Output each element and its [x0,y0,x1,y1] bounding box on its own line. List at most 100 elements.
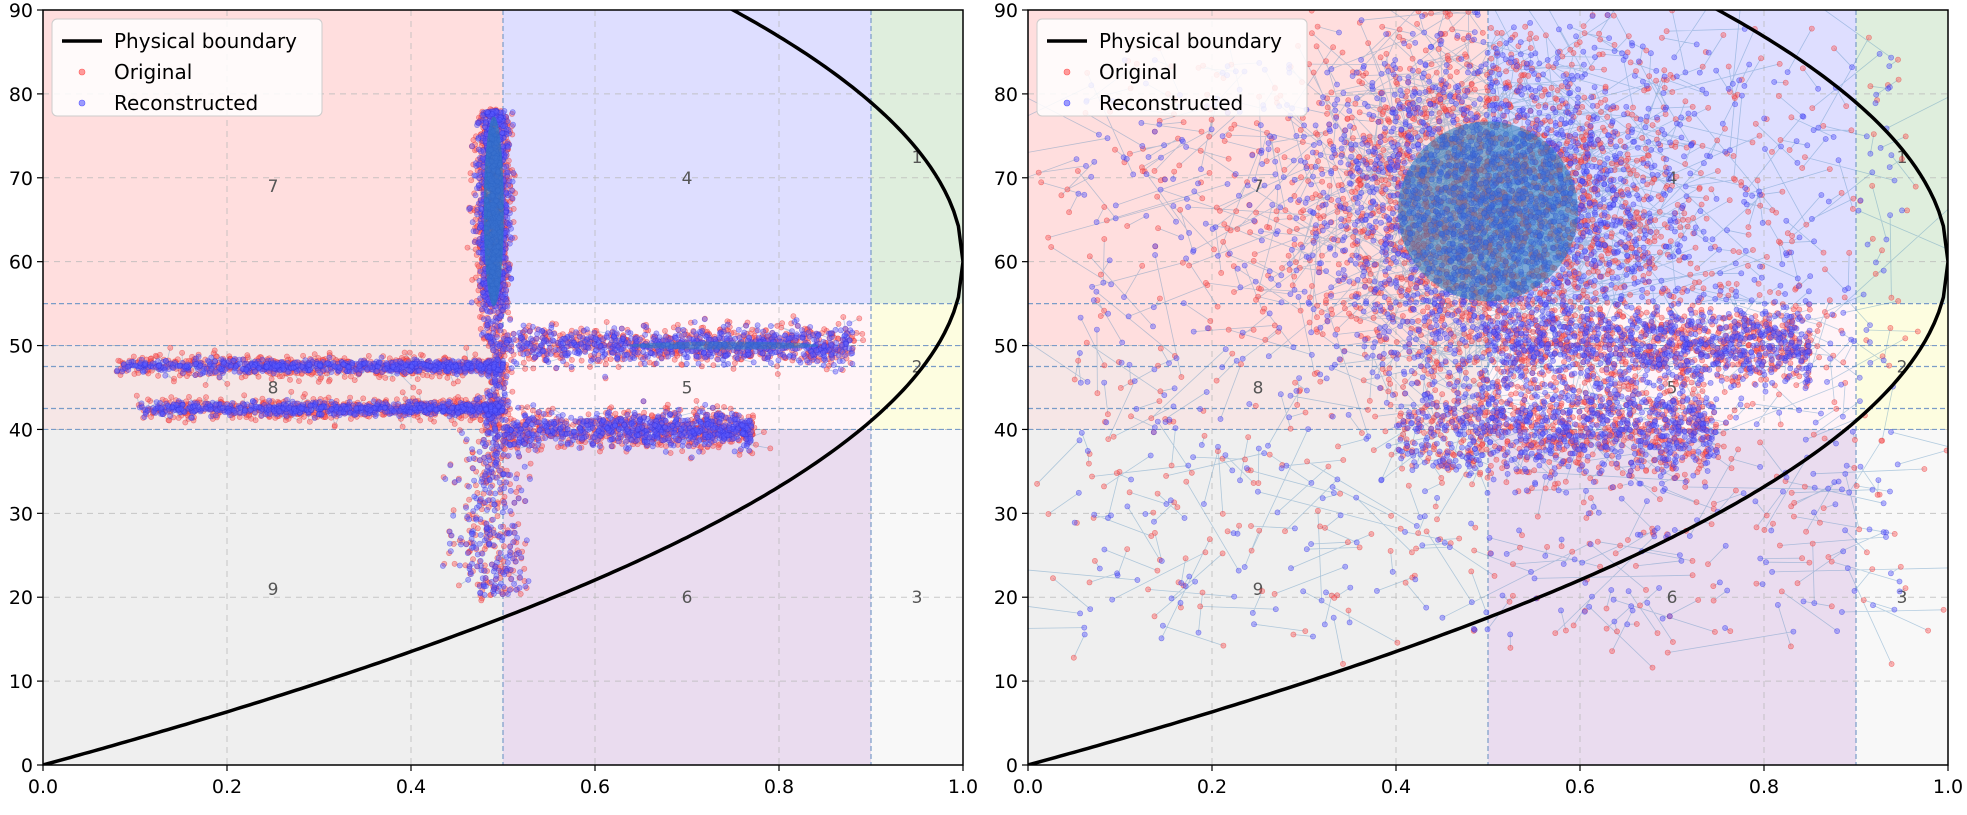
original-point [377,375,382,380]
original-point [579,358,584,363]
original-point [475,526,480,531]
original-point [417,389,422,394]
original-point [510,389,515,394]
reconstructed-point [511,331,516,336]
original-point [402,350,407,355]
original-point [775,371,780,376]
original-point [203,395,208,400]
reconstructed-point [510,196,515,201]
reconstructed-point [477,541,482,546]
reconstructed-point [514,476,519,481]
original-point [156,373,161,378]
original-point [411,385,416,390]
reconstructed-point [490,517,495,522]
original-point [269,376,274,381]
original-point [157,352,162,357]
original-point [203,382,208,387]
original-point [242,393,247,398]
original-point [176,415,181,420]
region-label-7: 7 [268,177,279,197]
original-point [361,396,366,401]
original-point [134,393,139,398]
reconstructed-point [500,592,505,597]
original-point [775,323,780,328]
original-point [168,345,173,350]
original-point [352,378,357,383]
original-point [407,350,412,355]
original-point [471,137,476,142]
original-point [732,361,737,366]
original-point [861,338,866,343]
reconstructed-point [471,466,476,471]
original-point [822,327,827,332]
original-point [394,397,399,402]
original-point [728,406,733,411]
original-point [672,357,677,362]
reconstructed-point [501,438,506,443]
original-point [277,374,282,379]
reconstructed-point [504,374,509,379]
original-point [586,412,591,417]
original-point [302,391,307,396]
original-point [451,508,456,513]
region-label-9: 9 [268,580,279,600]
original-point [775,364,780,369]
original-point [528,461,533,466]
original-point [383,375,388,380]
original-point [469,178,474,183]
original-point [538,447,543,452]
original-point [662,328,667,333]
original-point [716,445,721,450]
original-point [171,379,176,384]
reconstructed-point [509,576,514,581]
original-point [616,364,621,369]
reconstructed-point [447,541,452,546]
original-point [768,446,773,451]
original-point [501,544,506,549]
original-point [287,377,292,382]
original-point [694,398,699,403]
reconstructed-point [508,509,513,514]
original-point [569,357,574,362]
original-point [737,452,742,457]
reconstructed-point [507,241,512,246]
reconstructed-point [524,538,529,543]
reconstructed-point [443,476,448,481]
original-point [780,321,785,326]
original-point [468,418,473,423]
original-point [521,360,526,365]
reconstructed-point [508,317,513,322]
reconstructed-point [440,563,445,568]
reconstructed-point [451,513,456,518]
original-point [753,442,758,447]
original-point [342,374,347,379]
reconstructed-point [527,476,532,481]
original-point [467,497,472,502]
original-point [465,245,470,250]
reconstructed-point [472,478,477,483]
original-point [608,357,613,362]
original-point [452,421,457,426]
reconstructed-point [501,500,506,505]
original-point [332,423,337,428]
original-point [415,377,420,382]
original-point [731,366,736,371]
reconstructed-point [448,549,453,554]
original-point [523,366,528,371]
reconstructed-point [472,494,477,499]
reconstructed-point [506,453,511,458]
original-point [473,352,478,357]
original-point [326,379,331,384]
original-point [526,356,531,361]
original-point [289,389,294,394]
reconstructed-point [484,507,489,512]
original-point [668,450,673,455]
region-4 [503,10,871,304]
original-point [495,514,500,519]
original-point [169,395,174,400]
original-point [836,321,841,326]
reconstructed-point [497,480,502,485]
